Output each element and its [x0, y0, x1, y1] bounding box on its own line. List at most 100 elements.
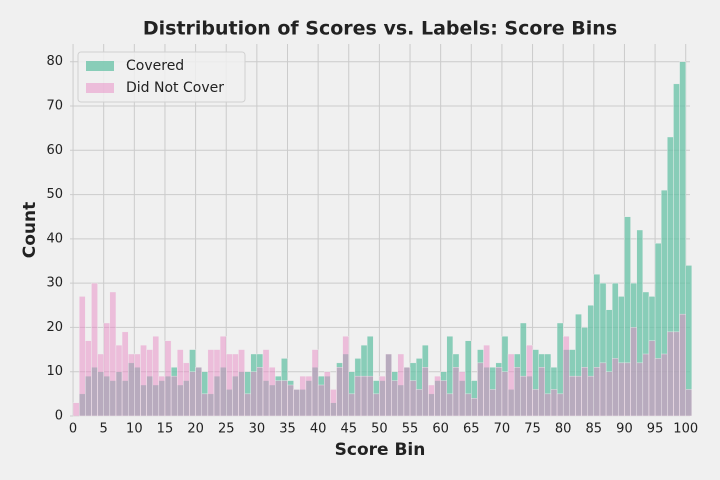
bar: [477, 362, 484, 417]
x-tick-label: 45: [340, 422, 357, 437]
bar: [72, 402, 80, 417]
bar: [128, 353, 135, 417]
bar: [569, 375, 576, 417]
bar: [446, 393, 454, 417]
bar: [85, 340, 92, 417]
bar: [403, 367, 411, 417]
x-tick-label: 70: [494, 422, 511, 437]
bar: [379, 375, 386, 417]
bar: [685, 389, 693, 417]
bar: [593, 367, 601, 417]
bar: [483, 344, 490, 417]
y-tick-label: 30: [46, 276, 63, 291]
bar: [391, 380, 398, 417]
legend-box: [77, 51, 246, 103]
bar: [464, 393, 472, 417]
bar: [164, 340, 172, 417]
bar: [78, 296, 86, 417]
bar: [293, 389, 300, 417]
bar: [562, 336, 570, 417]
bar: [324, 371, 331, 417]
x-tick-label: 90: [616, 422, 633, 437]
bar: [311, 349, 319, 417]
bar: [501, 371, 509, 417]
y-tick-label: 0: [55, 409, 63, 424]
legend-swatch: [86, 83, 114, 93]
x-tick-label: 35: [279, 422, 296, 437]
bar: [544, 393, 552, 417]
y-tick-label: 50: [46, 187, 63, 202]
bar: [587, 375, 595, 417]
y-axis-label: Count: [20, 202, 40, 259]
bar: [667, 331, 674, 417]
bar: [642, 353, 650, 417]
bar: [336, 367, 343, 417]
bar: [170, 375, 178, 417]
bar: [624, 362, 631, 417]
bar: [397, 353, 405, 417]
x-axis-label: Score Bin: [335, 440, 426, 460]
bar: [287, 384, 294, 417]
bar: [354, 375, 362, 417]
legend-label: Did Not Cover: [126, 80, 224, 96]
bar: [238, 349, 245, 417]
bar: [434, 375, 441, 417]
x-tick-label: 85: [586, 422, 603, 437]
x-tick-label: 50: [371, 422, 388, 437]
bar: [268, 367, 276, 417]
chart-title: Distribution of Scores vs. Labels: Score…: [143, 18, 617, 40]
y-tick-label: 80: [46, 54, 63, 69]
bar: [366, 375, 374, 417]
bar: [520, 375, 527, 417]
bar: [305, 375, 313, 417]
x-tick-label: 30: [249, 422, 266, 437]
bar: [618, 362, 625, 417]
y-tick-label: 70: [46, 99, 63, 114]
x-tick-label: 60: [432, 422, 449, 437]
bar: [226, 353, 233, 417]
y-tick-label: 20: [46, 320, 63, 335]
bar: [513, 367, 521, 417]
bar: [575, 375, 582, 417]
x-tick-label: 5: [100, 422, 108, 437]
bar: [109, 291, 117, 417]
x-tick-label: 75: [524, 422, 541, 437]
bar: [348, 393, 356, 417]
bar: [121, 331, 129, 417]
legend-swatch: [86, 61, 114, 71]
bar: [648, 340, 656, 417]
bar: [140, 344, 147, 417]
bar: [452, 367, 460, 417]
bar: [526, 344, 533, 417]
bar: [611, 358, 619, 417]
bar: [299, 375, 307, 417]
bar: [636, 362, 644, 417]
y-tick-label: 60: [46, 143, 63, 158]
bar: [385, 353, 392, 417]
x-tick-label: 15: [157, 422, 174, 437]
bar: [673, 331, 680, 417]
bar: [232, 353, 239, 417]
bar: [599, 362, 607, 417]
bar: [507, 353, 515, 417]
bar: [115, 344, 123, 417]
bar: [317, 384, 325, 417]
bar: [177, 349, 184, 417]
y-tick-label: 40: [46, 231, 63, 246]
bar: [250, 371, 258, 417]
bar: [330, 389, 337, 417]
x-tick-label: 20: [187, 422, 204, 437]
x-tick-label: 65: [463, 422, 480, 437]
bar: [661, 353, 668, 417]
bar: [146, 349, 153, 417]
bar: [262, 349, 270, 417]
bar: [97, 353, 104, 417]
x-tick-label: 55: [402, 422, 419, 437]
bar: [183, 362, 190, 417]
legend-label: Covered: [126, 58, 184, 74]
bar: [495, 367, 503, 417]
bar: [152, 336, 160, 417]
x-tick-label: 10: [126, 422, 143, 437]
x-tick-label: 95: [647, 422, 664, 437]
bar: [244, 393, 251, 417]
